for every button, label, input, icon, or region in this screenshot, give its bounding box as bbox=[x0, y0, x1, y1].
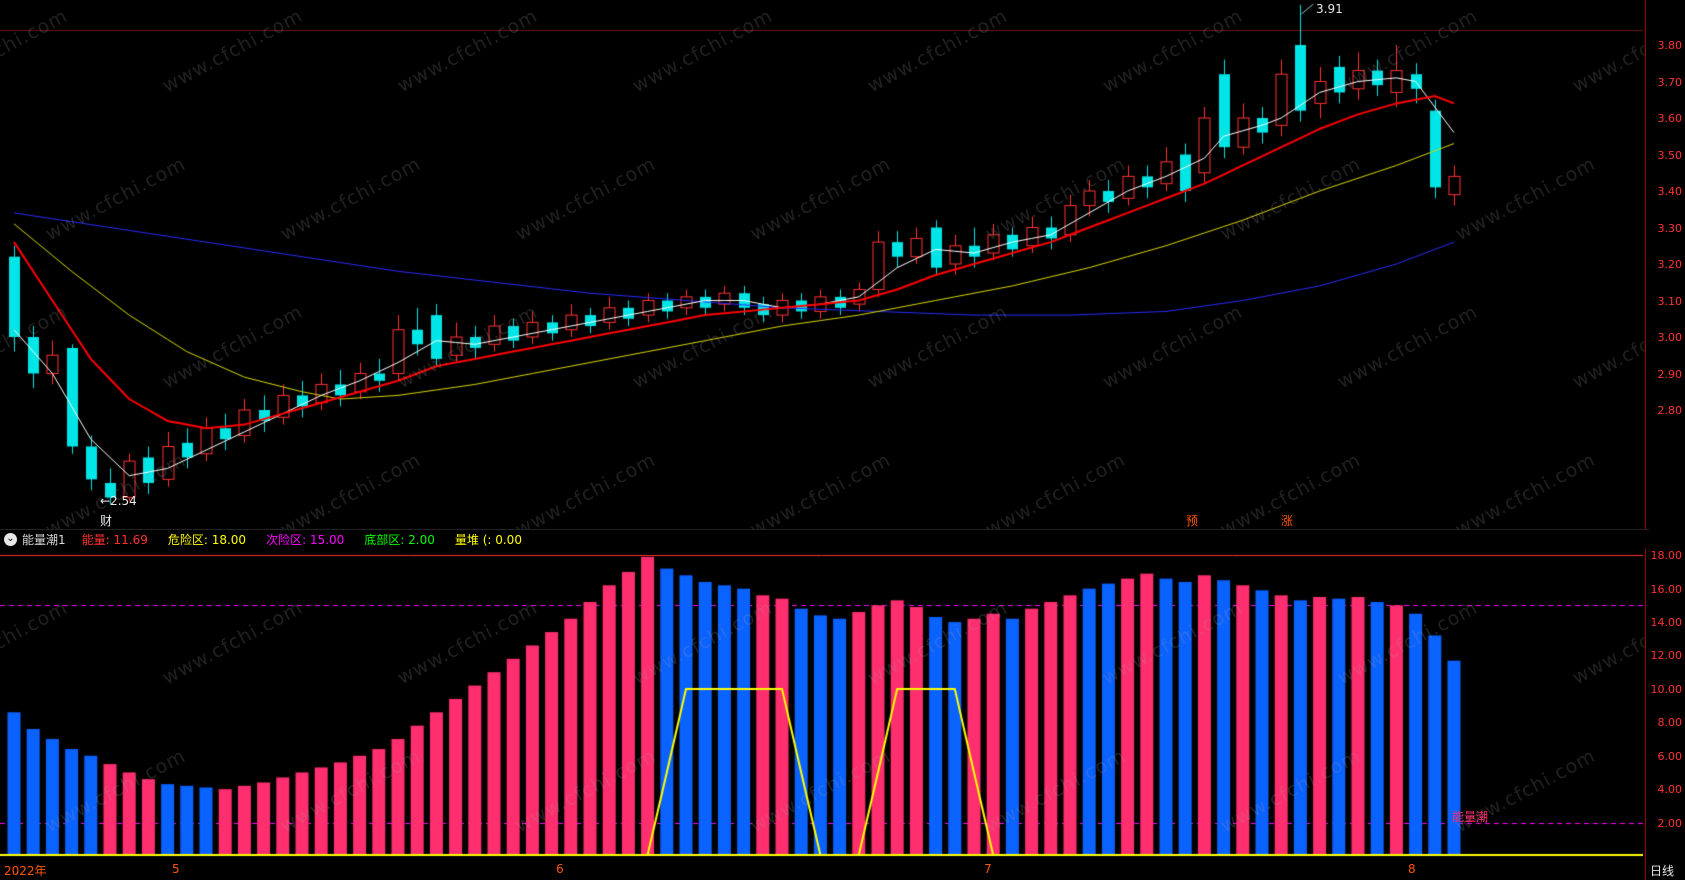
price-axis-label: 3.60 bbox=[1657, 112, 1683, 125]
indicator-chart-canvas[interactable] bbox=[0, 548, 1643, 858]
indicator-param-2: 次险区: 15.00 bbox=[266, 533, 345, 547]
month-tick-label: 8 bbox=[1408, 862, 1416, 876]
price-axis-label: 3.80 bbox=[1657, 39, 1683, 52]
period-high-annotation: 3.91 bbox=[1316, 2, 1343, 16]
indicator-title[interactable]: 能量潮1 bbox=[22, 533, 66, 547]
indicator-axis-label: 2.00 bbox=[1657, 816, 1683, 830]
indicator-param-0: 能量: 11.69 bbox=[81, 533, 148, 547]
indicator-axis-label: 16.00 bbox=[1650, 582, 1683, 596]
price-axis-label: 2.90 bbox=[1657, 367, 1683, 381]
indicator-param-3: 底部区: 2.00 bbox=[364, 533, 435, 547]
period-low-annotation: ←2.54 bbox=[100, 494, 137, 508]
price-axis-label: 2.80 bbox=[1657, 404, 1683, 417]
period-label[interactable]: 日线 bbox=[1650, 864, 1675, 878]
price-axis-label: 3.20 bbox=[1657, 258, 1683, 271]
candlestick-chart-canvas[interactable] bbox=[0, 0, 1643, 530]
indicator-param-4: 量堆 (: 0.00 bbox=[454, 533, 522, 547]
indicator-header: ⌄ 能量潮1 能量: 11.69 危险区: 18.00 次险区: 15.00 底部区:… bbox=[0, 529, 1649, 549]
indicator-axis-label: 14.00 bbox=[1650, 616, 1683, 630]
month-tick-label: 6 bbox=[556, 862, 564, 876]
indicator-axis-label: 12.00 bbox=[1650, 649, 1683, 663]
indicator-axis-label: 8.00 bbox=[1657, 716, 1683, 730]
price-axis-label: 3.50 bbox=[1657, 148, 1683, 162]
year-label: 2022年 bbox=[4, 864, 47, 878]
price-axis: 3.80 3.70 3.60 3.50 3.40 3.30 3.20 3.10 3.00 2.90… bbox=[1645, 0, 1685, 880]
indicator-axis-label: 18.00 bbox=[1650, 549, 1683, 563]
event-marker: 涨 bbox=[1281, 514, 1294, 528]
price-axis-label: 3.30 bbox=[1657, 221, 1683, 235]
price-axis-label: 3.10 bbox=[1657, 294, 1683, 308]
indicator-axis-label: 6.00 bbox=[1657, 749, 1683, 763]
event-marker: 财 bbox=[100, 514, 113, 528]
price-axis-label: 3.70 bbox=[1657, 75, 1683, 89]
indicator-axis-label: 10.00 bbox=[1650, 682, 1683, 696]
indicator-param-1: 危险区: 18.00 bbox=[167, 533, 247, 547]
price-axis-label: 3.40 bbox=[1657, 185, 1683, 198]
indicator-params: 能量: 11.69 危险区: 18.00 次险区: 15.00 底部区: 2.00 量堆… bbox=[82, 531, 542, 548]
month-tick-label: 5 bbox=[172, 862, 180, 876]
month-tick-label: 7 bbox=[984, 862, 992, 876]
indicator-pane-label: 能量潮 bbox=[1452, 810, 1489, 824]
collapse-chevron-icon[interactable]: ⌄ bbox=[4, 533, 17, 546]
time-axis: 2022年 5 6 7 8 bbox=[0, 858, 1645, 880]
event-marker: 预 bbox=[1186, 514, 1199, 528]
indicator-axis-label: 4.00 bbox=[1657, 783, 1683, 797]
price-axis-label: 3.00 bbox=[1657, 331, 1683, 344]
event-marker-row: 财预涨 bbox=[0, 512, 1645, 528]
